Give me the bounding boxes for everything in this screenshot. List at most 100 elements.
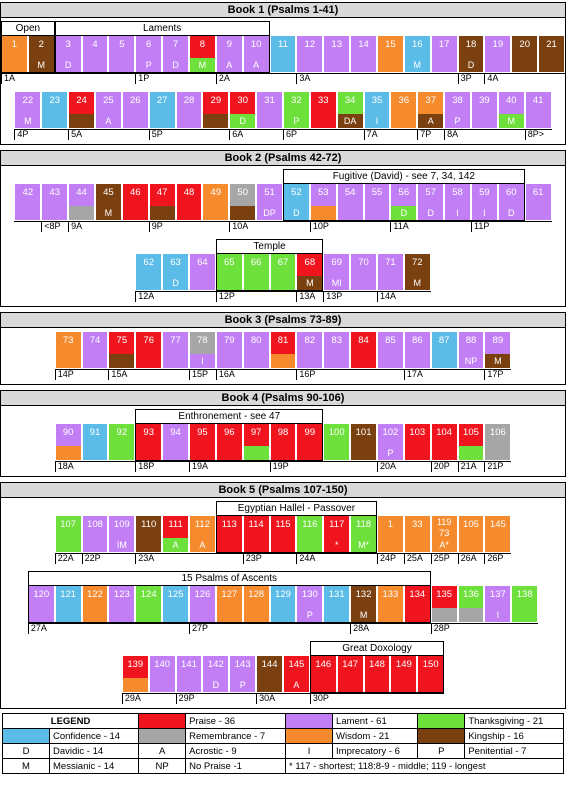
psalm-number: 23 [49, 95, 60, 106]
psalm-cell: 63 D [162, 253, 189, 291]
reading-label: 25P [430, 553, 450, 564]
psalm-number: 11 [278, 39, 288, 50]
psalm-number: 54 [344, 187, 356, 198]
psalm-cell: 132 M [350, 585, 377, 623]
psalm-mark: I [456, 208, 459, 218]
legend-code: NP [138, 758, 187, 774]
psalm-cell: 104 [430, 423, 458, 461]
psalm-number: 122 [87, 589, 103, 600]
psalm-number: 78 [197, 335, 208, 346]
psalm-mark: M [104, 208, 113, 218]
psalm-number: 58 [452, 187, 463, 198]
psalm-cell: 133 [377, 585, 404, 623]
psalm-number: 61 [532, 187, 544, 198]
psalm-cell: 20 [511, 35, 539, 73]
reading-label: 28P [430, 623, 450, 634]
psalm-number: 141 [181, 659, 197, 670]
legend-label: Penitential - 7 [464, 743, 564, 759]
psalm-number: 68 [304, 257, 316, 268]
psalm-number: 2 [38, 39, 44, 50]
psalm-mark: M [359, 610, 368, 620]
psalm-number: 134 [409, 589, 426, 600]
psalm-mark: M [413, 60, 422, 70]
psalm-cell: 106 [484, 423, 512, 461]
psalm-cell: 40 M [497, 91, 525, 129]
psalm-mark: M [198, 60, 207, 70]
legend-row: D Davidic - 14 A Acrostic - 9 I Imprecatory -… [2, 743, 564, 759]
psalm-cell: 119 73 A* [430, 515, 458, 553]
psalm-cell: 87 [430, 331, 458, 369]
psalm-cell: 100 [323, 423, 351, 461]
psalm-cell: 108 [81, 515, 109, 553]
book-section: Book 5 (Psalms 107-150) 107 22A 108 22P 109 IM… [0, 482, 566, 709]
legend-label: Confidence - 14 [48, 728, 140, 744]
psalm-cell: 111 A [162, 515, 189, 553]
psalm-number: 59 [479, 187, 490, 198]
psalm-cell: 97 [242, 423, 270, 461]
psalm-number: 39 [479, 95, 490, 106]
psalm-cell: 37 A [417, 91, 445, 129]
psalm-cell: 65 [215, 253, 243, 291]
psalm-number: 10 [250, 39, 262, 50]
psalm-number: 50 [237, 187, 248, 198]
psalm-cell: 10 A [242, 35, 270, 73]
psalm-number: 102 [382, 427, 399, 438]
psalm-number: 117 [329, 519, 345, 530]
psalm-number: 18 [465, 39, 477, 50]
psalm-cell: 61 [524, 183, 552, 221]
psalm-number: 145 [288, 659, 305, 670]
psalm-number: 74 [89, 335, 101, 346]
psalm-number: 140 [154, 659, 171, 670]
psalm-number: 3 [65, 39, 71, 50]
psalm-cell: 74 [81, 331, 109, 369]
psalm-cell: 120 [27, 585, 55, 623]
psalm-cell: 124 [135, 585, 163, 623]
psalm-number: 1 [11, 39, 18, 50]
psalm-number: 56 [398, 187, 410, 198]
psalm-number: 15 [385, 39, 396, 50]
psalm-cell: 86 [403, 331, 431, 369]
reading-label: 4P [14, 129, 28, 140]
legend-swatch [2, 728, 50, 744]
cell-strip [458, 608, 484, 622]
psalm-number: 95 [197, 427, 208, 438]
reading-label: 30A [256, 693, 275, 704]
psalm-number: 111 [168, 519, 183, 530]
psalm-mark: M [24, 116, 32, 126]
book-title: Book 1 (Psalms 1-41) [1, 3, 565, 18]
book-title: Book 2 (Psalms 42-72) [1, 151, 565, 166]
psalm-cell: 88 NP [457, 331, 485, 369]
reading-label: 22A [54, 553, 74, 564]
psalm-number: 37 [425, 95, 436, 106]
psalm-cell: 135 [430, 585, 458, 623]
psalm-number: 32 [291, 95, 302, 106]
psalm-row: 62 12A 63 D 64 65 12P 66 67 68 M 13A 69 MI 13P 70 71 14A 7… [1, 239, 565, 306]
psalm-mark: M [37, 60, 46, 70]
cell-strip [69, 206, 94, 220]
reading-label: 11A [390, 221, 409, 232]
psalm-number: 126 [194, 589, 211, 600]
psalm-cell: 129 [269, 585, 297, 623]
psalm-number: 70 [358, 257, 369, 268]
books: Book 1 (Psalms 1-41) 1 1A 2 M 3 D 4 5 6 P 1P 7 D 8 M 9 A 2… [0, 2, 566, 709]
psalm-number: 121 [60, 589, 77, 600]
cell-strip [109, 354, 135, 368]
psalm-number: 27 [156, 95, 168, 106]
psalm-mark: A [199, 540, 206, 550]
psalm-number: 149 [395, 659, 412, 670]
psalm-mark: P [387, 448, 394, 458]
psalm-cell: 96 [215, 423, 243, 461]
psalm-number: 107 [60, 519, 77, 530]
psalm-mark: D [427, 208, 434, 218]
legend-swatch [138, 713, 187, 729]
psalm-cell: 29 [202, 91, 230, 129]
legend-label: Imprecatory - 6 [332, 743, 419, 759]
cell-strip [431, 608, 457, 622]
psalm-cell: 31 [256, 91, 283, 129]
psalm-cell: 143 P [229, 655, 257, 693]
reading-label: 7P [417, 129, 431, 140]
psalm-mark: I [483, 208, 486, 218]
psalm-number: 5 [119, 39, 125, 50]
psalm-number: 76 [143, 335, 154, 346]
psalm-number: 113 [221, 519, 237, 530]
